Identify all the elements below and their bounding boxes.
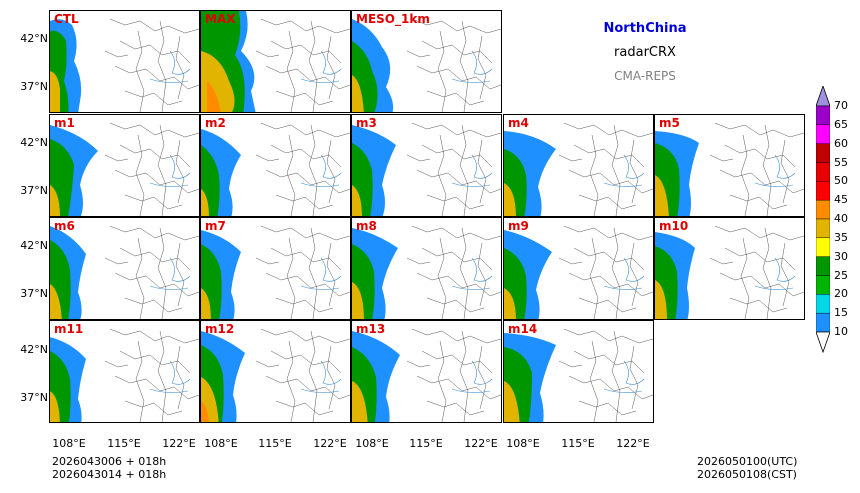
map-panel: m11 — [49, 320, 200, 423]
lat-tick-label: 37°N — [20, 287, 48, 300]
map-panel: MESO_1km — [351, 10, 502, 113]
panel-label: MESO_1km — [356, 12, 430, 26]
map-panel: m14 — [503, 320, 654, 423]
panel-label: m2 — [205, 116, 226, 130]
panel-label: m4 — [508, 116, 529, 130]
colorbar-level-label: 15 — [834, 306, 848, 320]
colorbar-bin — [816, 143, 830, 163]
colorbar-bin — [816, 199, 830, 220]
panel-label: m7 — [205, 219, 226, 233]
panel-label: m6 — [54, 219, 75, 233]
colorbar-level-label: 45 — [834, 193, 848, 207]
lat-tick-label: 42°N — [20, 32, 48, 45]
panel-label: m11 — [54, 322, 84, 336]
map-panel: m7 — [200, 217, 351, 320]
lat-tick-label: 42°N — [20, 136, 48, 149]
map-panel: m5 — [654, 114, 805, 217]
colorbar-bin — [816, 312, 830, 333]
colorbar-min-arrow — [816, 331, 830, 354]
lon-tick-label: 122°E — [162, 437, 196, 450]
map-panel: m12 — [200, 320, 351, 423]
lon-tick-label: 115°E — [409, 437, 443, 450]
lon-tick-label: 108°E — [506, 437, 540, 450]
map-panel: m6 — [49, 217, 200, 320]
map-panel: m1 — [49, 114, 200, 217]
lat-tick-label: 42°N — [20, 343, 48, 356]
colorbar-level-label: 30 — [834, 249, 848, 263]
lon-tick-label: 115°E — [107, 437, 141, 450]
colorbar-bin — [816, 294, 830, 314]
colorbar-level-label: 65 — [834, 117, 848, 131]
panel-label: m5 — [659, 116, 680, 130]
valid-time-utc: 2026050100(UTC) — [697, 455, 798, 468]
panel-label: m1 — [54, 116, 75, 130]
panel-label: CTL — [54, 12, 79, 26]
lat-tick-label: 37°N — [20, 391, 48, 404]
lon-tick-label: 108°E — [204, 437, 238, 450]
colorbar-level-label: 10 — [834, 325, 848, 338]
map-panel: m9 — [503, 217, 654, 320]
panel-label: m9 — [508, 219, 529, 233]
lon-tick-label: 122°E — [616, 437, 650, 450]
lat-tick-label: 37°N — [20, 80, 48, 93]
panel-label: m14 — [508, 322, 538, 336]
panel-label: MAX — [205, 12, 236, 26]
colorbar-bin — [816, 256, 830, 276]
system-title: CMA-REPS — [614, 69, 676, 83]
colorbar-level-label: 20 — [834, 287, 848, 301]
region-title: NorthChina — [603, 21, 687, 36]
colorbar-bin — [816, 218, 830, 239]
valid-time-cst: 2026050108(CST) — [697, 468, 797, 481]
colorbar-bin — [816, 275, 830, 295]
colorbar-bin — [816, 162, 830, 182]
init-time-cst: 2026043014 + 018h — [52, 468, 167, 481]
map-panel: m2 — [200, 114, 351, 217]
colorbar-level-label: 55 — [834, 155, 848, 169]
colorbar-level-label: 50 — [834, 174, 848, 188]
panel-label: m3 — [356, 116, 377, 130]
panel-label: m13 — [356, 322, 386, 336]
map-panel: m8 — [351, 217, 502, 320]
init-time-utc: 2026043006 + 018h — [52, 455, 167, 468]
colorbar-bin — [816, 181, 830, 201]
lon-tick-label: 115°E — [258, 437, 292, 450]
map-panel: CTL — [49, 10, 200, 113]
colorbar-level-label: 60 — [834, 136, 848, 150]
map-panel: MAX — [200, 10, 351, 113]
lon-tick-label: 122°E — [464, 437, 498, 450]
colorbar-level-label: 35 — [834, 230, 848, 244]
lat-tick-label: 37°N — [20, 184, 48, 197]
colorbar-level-label: 25 — [834, 268, 848, 282]
map-panel: m3 — [351, 114, 502, 217]
map-panel: m13 — [351, 320, 502, 423]
panel-label: m12 — [205, 322, 235, 336]
colorbar-bin — [816, 124, 830, 144]
lon-tick-label: 108°E — [52, 437, 86, 450]
map-panel: m10 — [654, 217, 805, 320]
variable-title: radarCRX — [614, 45, 676, 60]
panel-label: m8 — [356, 219, 377, 233]
colorbar-level-label: 40 — [834, 212, 848, 225]
panel-label: m10 — [659, 219, 689, 233]
colorbar-max-arrow — [816, 86, 830, 107]
colorbar-level-label: 70 — [834, 99, 848, 112]
colorbar — [816, 86, 830, 354]
map-panel: m4 — [503, 114, 654, 217]
lon-tick-label: 115°E — [561, 437, 595, 450]
lon-tick-label: 122°E — [313, 437, 347, 450]
colorbar-bin — [816, 237, 830, 257]
colorbar-bin — [816, 105, 830, 126]
lat-tick-label: 42°N — [20, 239, 48, 252]
lon-tick-label: 108°E — [355, 437, 389, 450]
